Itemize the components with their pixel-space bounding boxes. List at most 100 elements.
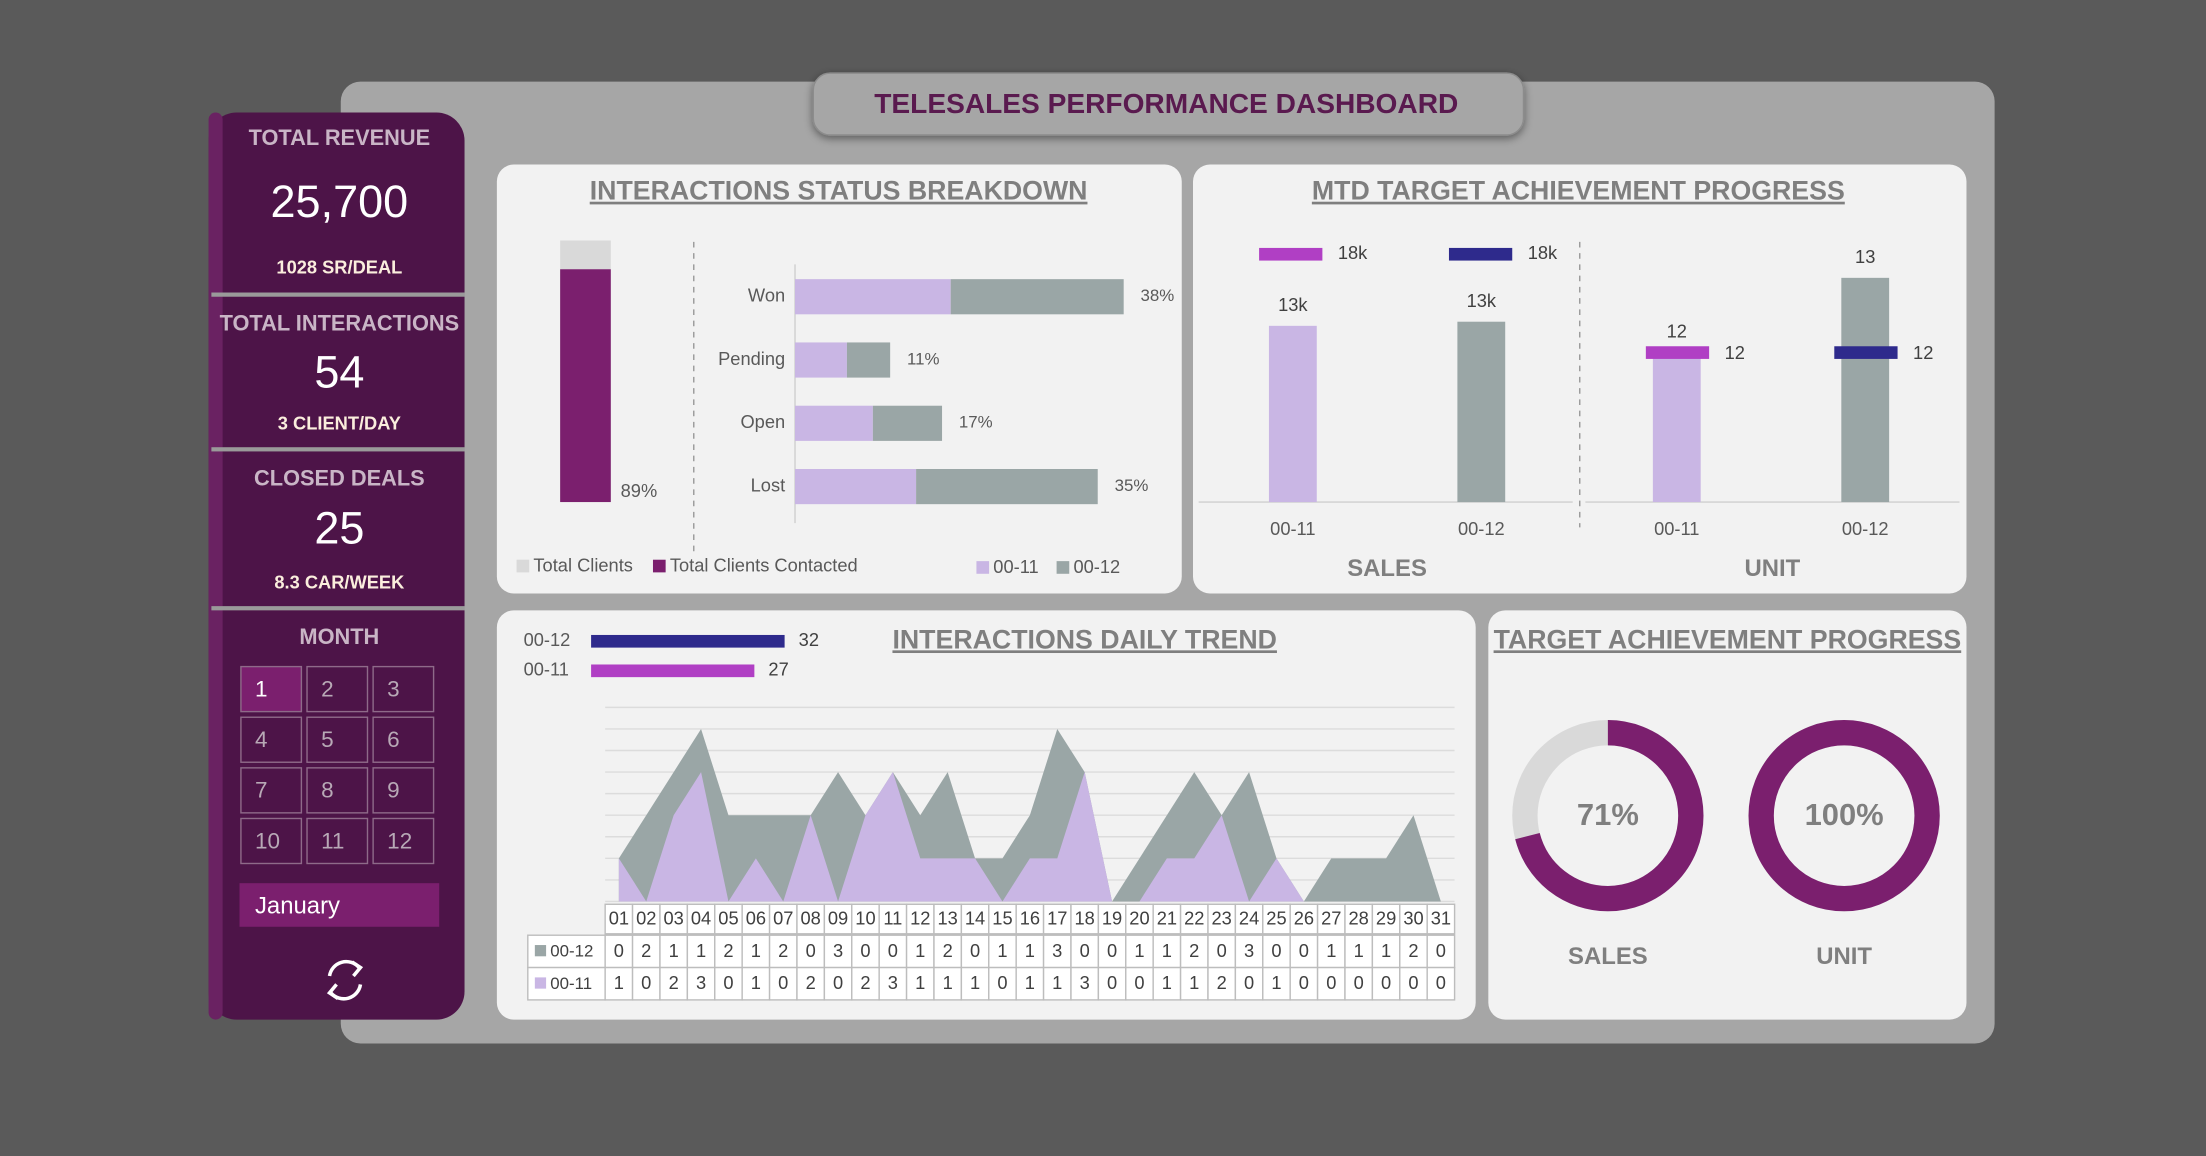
kpi-sub: 8.3 CAR/WEEK	[274, 571, 405, 592]
month-button[interactable]	[372, 716, 435, 763]
category-label: Lost	[751, 474, 786, 495]
table-cell	[1289, 903, 1319, 935]
data-label: 12	[1667, 321, 1687, 342]
refresh-arrow[interactable]	[326, 983, 339, 1000]
chart-title: TARGET ACHIEVEMENT PROGRESS	[1494, 624, 1962, 654]
title-pill	[812, 72, 1525, 136]
table-value: 0	[888, 940, 898, 961]
month-button[interactable]	[240, 767, 303, 814]
month-button[interactable]	[306, 767, 369, 814]
table-cell	[1344, 934, 1374, 969]
table-value: 1	[1162, 940, 1172, 961]
data-label: 13k	[1278, 294, 1308, 315]
category-label: 00-11	[1270, 518, 1315, 539]
day-label: 08	[801, 908, 821, 929]
table-cell	[686, 966, 716, 1001]
table-cell	[960, 903, 990, 935]
total-bar	[591, 634, 785, 648]
table-value: 1	[1189, 972, 1199, 993]
table-value: 0	[1107, 972, 1117, 993]
month-button[interactable]	[240, 817, 303, 865]
kpi-label: CLOSED DEALS	[254, 465, 425, 490]
category-label: Won	[748, 285, 785, 306]
table-cell	[1070, 903, 1100, 935]
month-button[interactable]	[306, 665, 369, 713]
month-button[interactable]	[372, 817, 435, 865]
table-cell	[988, 934, 1017, 969]
table-cell	[686, 934, 716, 969]
table-value: 2	[1217, 972, 1227, 993]
table-value: 0	[1244, 972, 1254, 993]
bar-segment	[795, 405, 873, 441]
month-button[interactable]	[240, 665, 303, 713]
legend-swatch	[976, 561, 990, 574]
table-cell	[1234, 903, 1264, 935]
month-button[interactable]	[372, 665, 435, 713]
table-cell	[1070, 966, 1100, 1001]
bar-segment	[916, 469, 1098, 505]
table-value: 1	[1326, 940, 1336, 961]
table-cell	[878, 966, 908, 1001]
legend-label: 00-12	[1073, 556, 1120, 577]
legend-label: Total Clients	[533, 555, 633, 576]
total-label: 32	[799, 629, 819, 650]
table-value: 0	[1326, 972, 1336, 993]
legend-swatch	[534, 977, 547, 989]
day-label: 25	[1266, 908, 1286, 929]
month-button[interactable]	[240, 716, 303, 763]
separator	[211, 292, 465, 297]
sidebar	[208, 112, 465, 1020]
table-value: 0	[641, 972, 651, 993]
refresh-button[interactable]	[326, 959, 364, 1001]
table-cell	[1179, 966, 1209, 1001]
day-label: 26	[1294, 908, 1314, 929]
day-label: 15	[992, 908, 1012, 929]
data-label: 13k	[1467, 290, 1497, 311]
day-label: 04	[691, 908, 711, 929]
month-button-label: 9	[387, 778, 400, 803]
bar-segment	[795, 342, 847, 378]
month-button[interactable]	[372, 767, 435, 814]
table-value: 1	[614, 972, 624, 993]
separator	[211, 606, 465, 611]
table-value: 1	[1381, 940, 1391, 961]
refresh-arrow[interactable]	[351, 960, 364, 978]
table-value: 2	[860, 972, 870, 993]
table-cell	[1426, 934, 1456, 969]
table-value: 0	[614, 940, 624, 961]
table-cell	[1152, 966, 1182, 1001]
target-label: 12	[1913, 342, 1933, 363]
target-marker	[1645, 346, 1710, 359]
table-cell	[741, 903, 771, 935]
table-value: 0	[1080, 940, 1090, 961]
table-cell	[1344, 966, 1374, 1001]
day-label: 21	[1157, 908, 1177, 929]
day-label: 29	[1376, 908, 1396, 929]
day-label: 28	[1349, 908, 1369, 929]
table-cell	[905, 934, 935, 969]
bar	[1652, 352, 1701, 503]
category-label: SALES	[1568, 943, 1648, 970]
table-value: 2	[1408, 940, 1418, 961]
bar-segment	[950, 279, 1124, 315]
month-button[interactable]	[306, 817, 369, 865]
table-cell	[933, 934, 963, 969]
category-label: Open	[740, 411, 785, 432]
bar	[1268, 325, 1317, 503]
legend-label: 00-12	[524, 629, 571, 650]
table-value: 1	[1354, 940, 1364, 961]
legend-label: 00-11	[993, 556, 1038, 577]
month-label: MONTH	[299, 624, 379, 649]
table-cell	[1097, 903, 1127, 935]
donut-label: 71%	[1577, 797, 1639, 832]
bar	[560, 269, 611, 503]
table-cell	[659, 903, 689, 935]
kpi-value: 25	[314, 502, 364, 553]
table-value: 0	[1354, 972, 1364, 993]
day-label: 16	[1020, 908, 1040, 929]
day-label: 31	[1431, 908, 1451, 929]
month-button[interactable]	[306, 716, 369, 763]
table-value: 1	[1025, 940, 1035, 961]
kpi-label: TOTAL INTERACTIONS	[220, 311, 460, 336]
